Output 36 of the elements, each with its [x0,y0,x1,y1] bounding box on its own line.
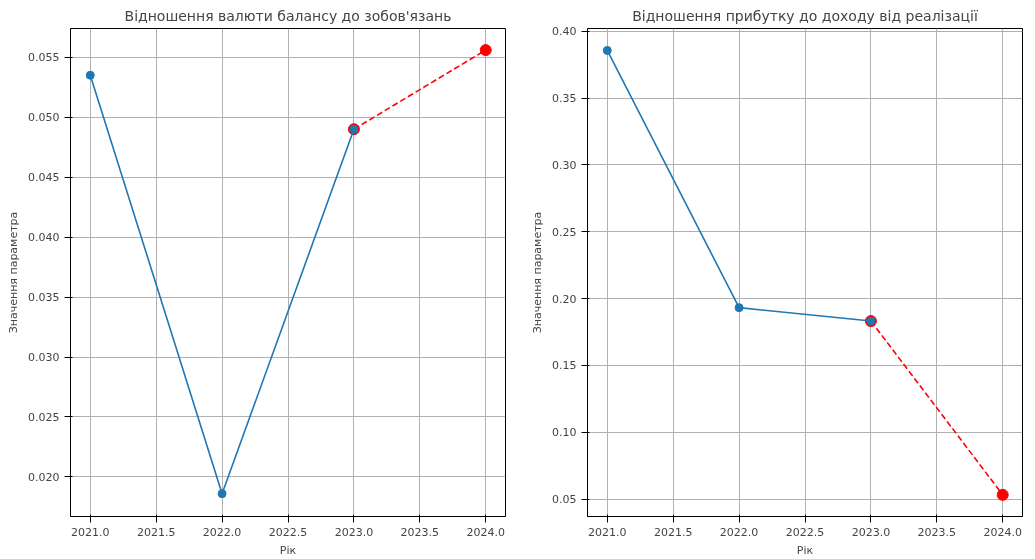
chart-title: Відношення валюти балансу до зобов'язань [124,7,452,24]
x-tick-label: 2024.0 [983,525,1022,539]
x-tick-label: 2022.0 [719,525,759,539]
y-tick-label: 0.05 [552,493,577,507]
y-tick-label: 0.35 [552,92,577,106]
y-tick-label: 0.30 [552,158,577,172]
x-axis-title: Рік [796,543,814,557]
x-tick-label: 2023.0 [334,525,374,539]
y-tick-label: 0.15 [552,359,577,373]
chart-title: Відношення прибутку до доходу від реалізації [632,7,978,24]
y-axis-title: Значення параметра [7,211,21,334]
x-tick-label: 2022.0 [202,525,242,539]
x-tick-label: 2023.0 [851,525,891,539]
y-tick-label: 0.40 [552,25,577,39]
y-axis-title: Значення параметра [531,211,545,334]
x-tick-label: 2021.5 [136,525,176,539]
x-tick-label: 2022.5 [785,525,825,539]
x-tick-label: 2023.5 [917,525,957,539]
y-tick-label: 0.045 [28,171,60,185]
y-tick-label: 0.025 [28,410,60,424]
y-tick-label: 0.030 [28,351,60,365]
y-tick-label: 0.10 [552,426,577,440]
y-tick-label: 0.25 [552,225,577,239]
y-tick-label: 0.040 [28,231,60,245]
y-tick-label: 0.035 [28,291,60,305]
y-tick-label: 0.020 [28,470,60,484]
y-tick-label: 0.050 [28,111,60,125]
x-axis-title: Рік [279,543,297,557]
x-tick-label: 2023.5 [400,525,440,539]
x-tick-label: 2024.0 [466,525,505,539]
x-tick-label: 2021.5 [653,525,693,539]
y-tick-label: 0.055 [28,51,60,65]
x-tick-label: 2021.0 [71,525,110,539]
y-tick-label: 0.20 [552,292,577,306]
x-tick-label: 2021.0 [588,525,627,539]
x-tick-label: 2022.5 [268,525,308,539]
